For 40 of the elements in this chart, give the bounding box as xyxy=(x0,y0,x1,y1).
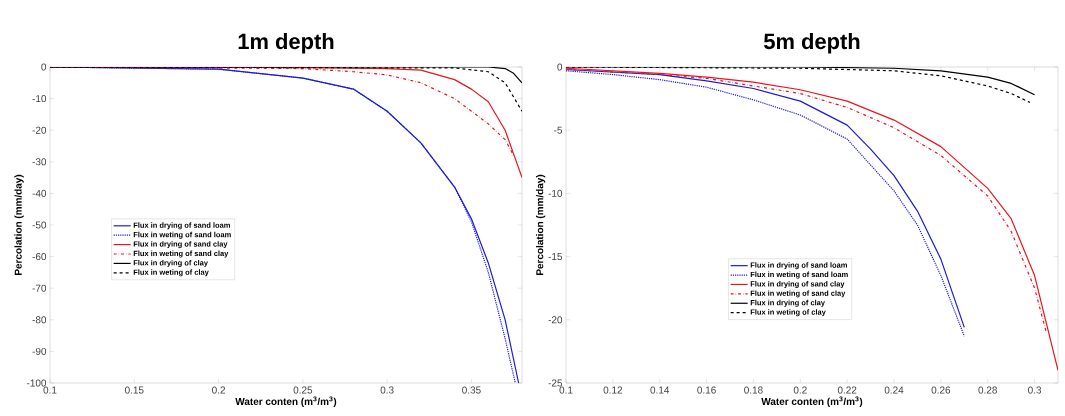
x-tick-label: 0.3 xyxy=(380,386,394,394)
y-tick-label: -70 xyxy=(32,284,47,292)
y-tick-label: -10 xyxy=(548,189,563,197)
y-axis-title: Percolation (mm/day) xyxy=(535,174,546,275)
x-tick-label: 0.25 xyxy=(293,386,313,394)
x-tick-label: 0.3 xyxy=(1028,386,1042,394)
y-tick-label: -30 xyxy=(32,158,47,166)
x-tick-label: 0.12 xyxy=(603,386,623,394)
y-tick-label: -20 xyxy=(32,126,47,134)
chart-title: 1m depth xyxy=(238,33,334,54)
x-tick-label: 0.2 xyxy=(793,386,807,394)
x-tick-label: 0.18 xyxy=(744,386,763,394)
y-tick-label: -15 xyxy=(548,253,563,261)
y-tick-label: -60 xyxy=(32,253,47,261)
chart-title: 5m depth xyxy=(763,33,860,54)
x-tick-label: 0.2 xyxy=(212,386,225,394)
x-tick-label: 0.26 xyxy=(931,386,951,394)
x-tick-label: 0.14 xyxy=(650,386,670,394)
x-axis-title: Water conten (m$^{3}$/m$^{3}$) xyxy=(235,396,337,407)
y-tick-label: 0 xyxy=(557,63,563,71)
x-tick-label: 0.35 xyxy=(462,386,481,394)
y-tick-label: -80 xyxy=(32,316,47,324)
y-tick-label: -25 xyxy=(548,379,563,387)
y-axis-title: Percolation (mm/day) xyxy=(14,174,24,275)
y-tick-label: -90 xyxy=(32,347,47,355)
y-tick-label: -20 xyxy=(548,316,563,324)
y-tick-label: -5 xyxy=(554,126,563,134)
x-tick-label: 0.1 xyxy=(559,386,573,394)
x-tick-label: 0.28 xyxy=(978,386,997,394)
y-tick-label: 0 xyxy=(41,63,47,71)
x-tick-label: 0.15 xyxy=(124,386,144,394)
y-tick-label: -10 xyxy=(32,95,47,103)
x-tick-label: 0.16 xyxy=(697,386,716,394)
y-tick-label: -100 xyxy=(26,379,47,387)
x-tick-label: 0.24 xyxy=(884,386,904,394)
x-tick-label: 0.22 xyxy=(837,386,857,394)
x-axis-title: Water conten (m$^{3}$/m$^{3}$) xyxy=(761,396,863,407)
y-tick-label: -40 xyxy=(32,189,47,197)
x-tick-label: 0.1 xyxy=(43,386,57,394)
y-tick-label: -50 xyxy=(32,221,47,229)
